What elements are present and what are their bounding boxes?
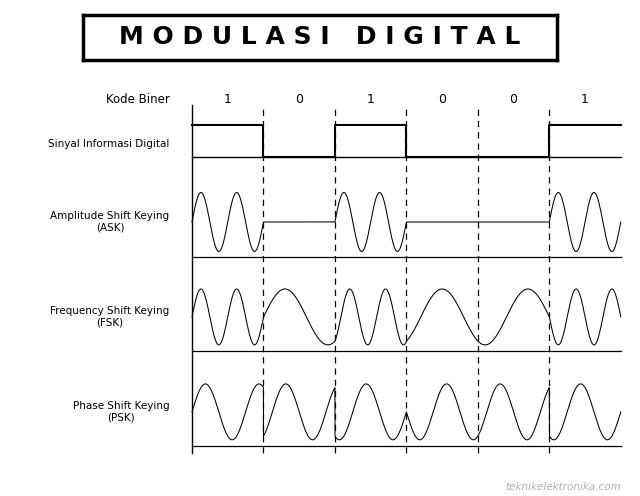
Text: 1: 1 <box>581 92 589 106</box>
Text: Phase Shift Keying
(PSK): Phase Shift Keying (PSK) <box>73 401 170 423</box>
Text: 0: 0 <box>295 92 303 106</box>
Text: 0: 0 <box>509 92 518 106</box>
Text: Kode Biner: Kode Biner <box>106 92 170 106</box>
Text: 1: 1 <box>367 92 374 106</box>
Text: Amplitude Shift Keying
(ASK): Amplitude Shift Keying (ASK) <box>51 211 170 233</box>
Text: Frequency Shift Keying
(FSK): Frequency Shift Keying (FSK) <box>51 306 170 328</box>
Text: M O D U L A S I   D I G I T A L: M O D U L A S I D I G I T A L <box>119 25 521 49</box>
Text: 0: 0 <box>438 92 446 106</box>
Text: teknikelektronika.com: teknikelektronika.com <box>505 482 621 492</box>
Text: Sinyal Informasi Digital: Sinyal Informasi Digital <box>48 139 170 149</box>
Text: 1: 1 <box>224 92 232 106</box>
